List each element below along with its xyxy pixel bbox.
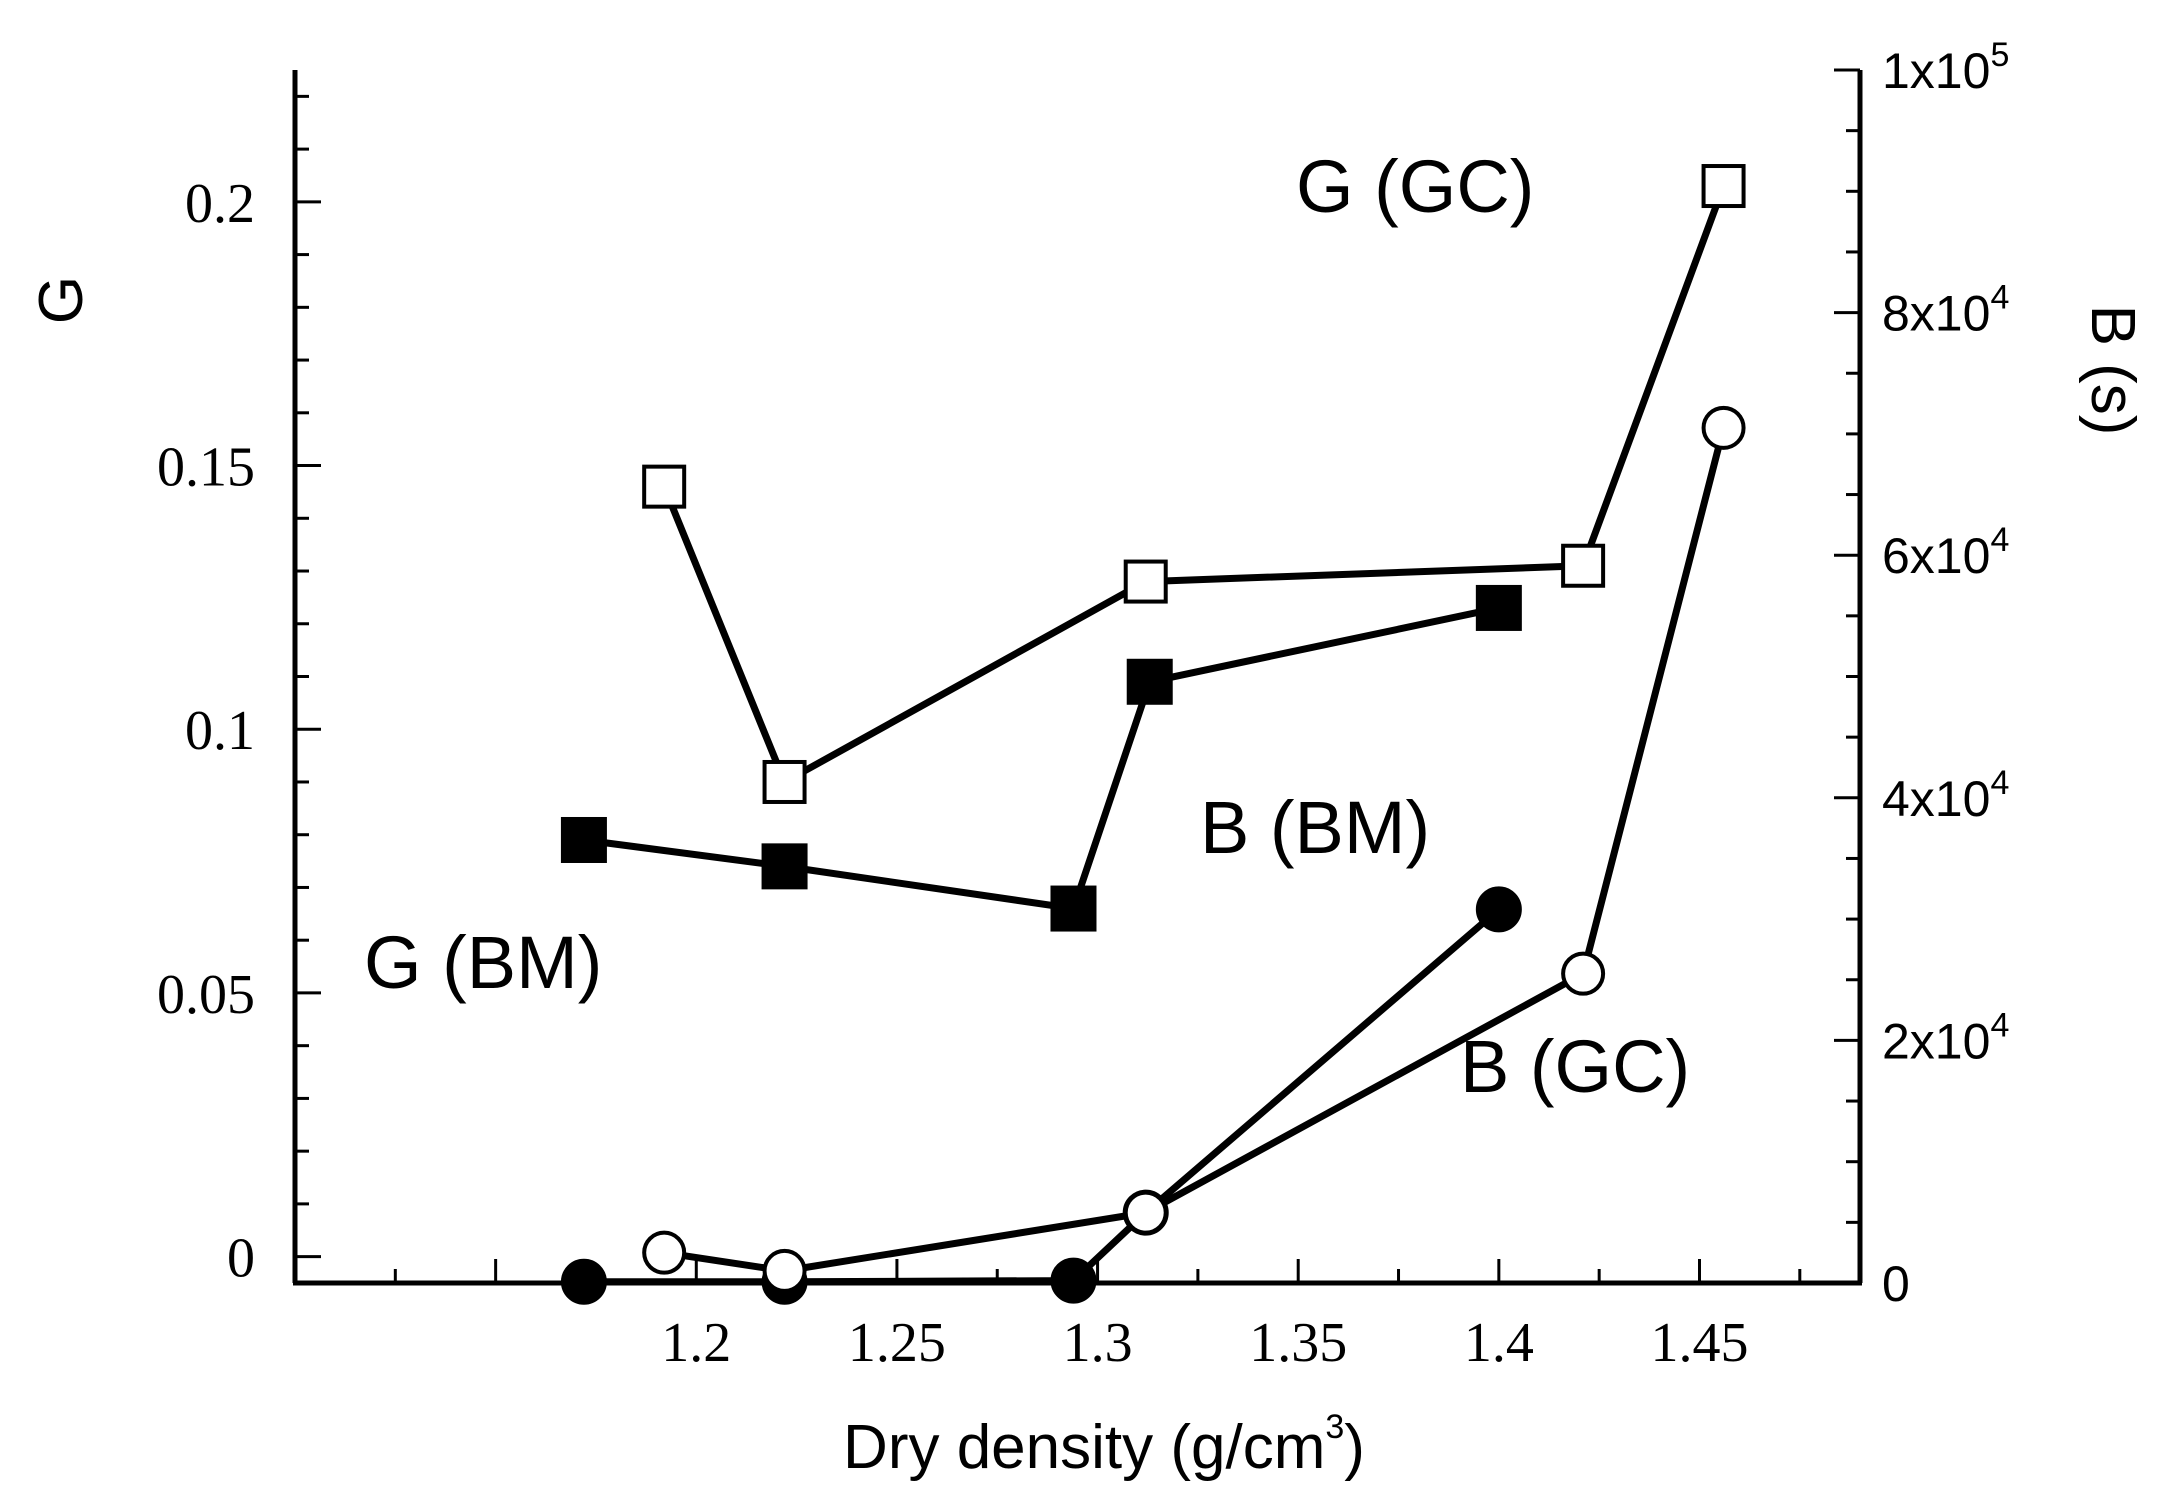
- x-tick-label: 1.2: [661, 1312, 731, 1374]
- y-right-tick-label-base: 8x10: [1882, 286, 1990, 342]
- data-point-b-gc: [762, 1248, 807, 1293]
- x-tick-label: 1.35: [1249, 1312, 1347, 1374]
- y-right-tick-label-base: 0: [1882, 1256, 1910, 1312]
- y-right-tick-label: 2x104: [1882, 1006, 2009, 1069]
- data-point-g-gc: [1561, 543, 1606, 588]
- x-axis-title: Dry density (g/cm3): [843, 1408, 1365, 1482]
- y-right-tick-label-base: 6x10: [1882, 528, 1990, 584]
- data-point-b-gc: [1701, 405, 1746, 450]
- axes: 1.2 1.25 1.3 1.35 1.4 1.45 0 0.05 0.1 0.15 0.2 0 2x1…: [157, 36, 2009, 1374]
- y-right-tick-label-exponent: 4: [1990, 1006, 2009, 1044]
- y-right-tick-label-base: 1x10: [1882, 43, 1990, 99]
- y-right-tick-label: 8x104: [1882, 279, 2009, 342]
- x-tick-label: 1.4: [1464, 1312, 1534, 1374]
- x-axis-title-main: Dry density (g/cm: [843, 1413, 1325, 1482]
- y-left-tick-label: 0.05: [157, 964, 255, 1026]
- data-point-g-gc: [1123, 559, 1168, 604]
- series-line-g-gc: [660, 184, 1727, 786]
- annotation-b-bm: B (BM): [1200, 786, 1430, 869]
- annotation-g-bm: G (BM): [364, 921, 602, 1004]
- data-point-g-bm: [1050, 885, 1097, 932]
- y-right-tick-label: 0: [1882, 1256, 1910, 1312]
- y-left-tick-label: 0.15: [157, 437, 255, 499]
- data-point-g-gc: [762, 759, 807, 804]
- y-right-axis-title: B (s): [2078, 305, 2147, 436]
- data-point-g-gc: [642, 464, 687, 509]
- y-right-tick-label-base: 2x10: [1882, 1013, 1990, 1069]
- x-tick-label: 1.25: [848, 1312, 946, 1374]
- data-point-b-gc: [1123, 1190, 1168, 1235]
- y-right-tick-label-exponent: 4: [1990, 521, 2009, 559]
- y-left-tick-label: 0.1: [185, 700, 255, 762]
- y-right-tick-label-base: 4x10: [1882, 771, 1990, 827]
- annotation-g-gc: G (GC): [1296, 145, 1534, 228]
- y-right-tick-label: 6x104: [1882, 521, 2009, 584]
- x-axis-title-end: ): [1344, 1413, 1365, 1482]
- data-point-g-bm: [560, 816, 607, 863]
- data-point-g-bm: [1475, 584, 1522, 631]
- y-right-tick-label: 4x104: [1882, 764, 2009, 827]
- series-b-gc: [642, 405, 1746, 1293]
- data-point-g-bm: [761, 843, 808, 890]
- y-left-tick-label: 0: [227, 1228, 255, 1290]
- data-point-b-bm: [560, 1258, 607, 1305]
- y-right-tick-label-exponent: 4: [1990, 279, 2009, 317]
- y-left-tick-label: 0.2: [185, 173, 255, 235]
- series-b-bm: [560, 886, 1522, 1305]
- data-point-b-gc: [1561, 951, 1606, 996]
- x-tick-label: 1.45: [1650, 1312, 1748, 1374]
- data-point-g-bm: [1126, 658, 1173, 705]
- y-right-tick-label: 1x105: [1882, 36, 2009, 99]
- data-point-b-bm: [1050, 1257, 1097, 1304]
- annotation-b-gc: B (GC): [1460, 1025, 1690, 1108]
- series-layer: [560, 164, 1746, 1305]
- y-right-tick-label-exponent: 4: [1990, 764, 2009, 802]
- data-point-g-gc: [1701, 164, 1746, 209]
- y-right-tick-label-exponent: 5: [1990, 36, 2009, 74]
- data-point-b-bm: [1475, 886, 1522, 933]
- x-axis-title-sup: 3: [1325, 1408, 1344, 1446]
- series-g-gc: [642, 164, 1746, 804]
- data-point-b-gc: [642, 1230, 687, 1275]
- series-g-bm: [560, 584, 1522, 932]
- y-left-axis-title: G: [27, 276, 96, 324]
- x-tick-label: 1.3: [1063, 1312, 1133, 1374]
